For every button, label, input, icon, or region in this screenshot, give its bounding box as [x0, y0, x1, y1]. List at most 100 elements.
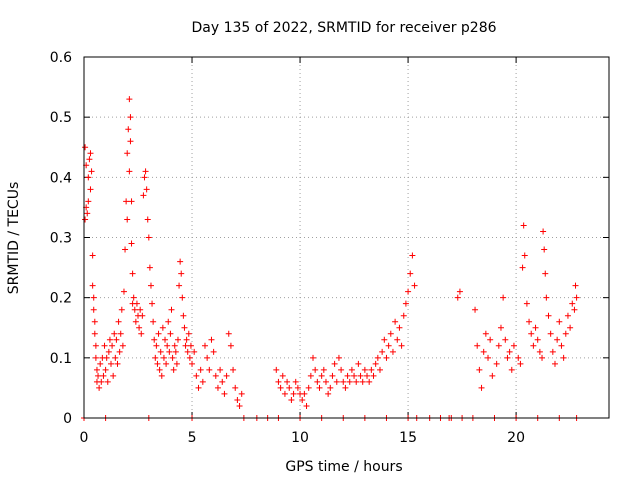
data-point	[532, 324, 539, 331]
data-point	[113, 336, 120, 343]
data-point	[366, 378, 373, 385]
data-point	[147, 282, 154, 289]
data-point	[157, 348, 164, 355]
x-axis-label: GPS time / hours	[285, 459, 402, 475]
data-point	[164, 342, 171, 349]
data-point	[162, 336, 169, 343]
data-point	[178, 270, 185, 277]
y-tick-label: 0.1	[50, 351, 72, 367]
data-point	[517, 360, 524, 367]
data-point	[184, 348, 191, 355]
x-tick-label: 20	[507, 430, 525, 446]
data-point	[136, 324, 143, 331]
data-point	[182, 342, 189, 349]
data-point	[530, 342, 537, 349]
data-point	[351, 372, 358, 379]
data-point	[88, 168, 95, 175]
data-point	[493, 360, 500, 367]
data-point	[227, 342, 234, 349]
data-point	[316, 384, 323, 391]
x-tick-label: 10	[291, 430, 309, 446]
data-point	[208, 336, 215, 343]
data-point	[90, 294, 97, 301]
data-point	[232, 384, 239, 391]
data-point	[106, 336, 113, 343]
grid-lines	[84, 57, 609, 418]
data-point	[290, 390, 297, 397]
data-point	[149, 300, 156, 307]
data-point	[154, 360, 161, 367]
data-point	[172, 348, 179, 355]
data-point	[221, 390, 228, 397]
data-point	[115, 318, 122, 325]
data-point	[90, 306, 97, 313]
data-point	[329, 372, 336, 379]
data-point	[392, 318, 399, 325]
data-point	[275, 378, 282, 385]
data-point	[87, 150, 94, 157]
data-point	[93, 366, 100, 373]
data-point	[152, 354, 159, 361]
data-point	[325, 390, 332, 397]
data-point	[238, 390, 245, 397]
data-point	[394, 336, 401, 343]
data-point	[506, 348, 513, 355]
data-point	[124, 216, 131, 223]
data-point	[191, 348, 198, 355]
data-point	[97, 360, 104, 367]
data-point	[572, 282, 579, 289]
data-point	[126, 168, 133, 175]
data-point	[545, 312, 552, 319]
data-point	[96, 384, 103, 391]
data-point	[109, 342, 116, 349]
data-point	[181, 324, 188, 331]
data-point	[383, 354, 390, 361]
data-point	[173, 360, 180, 367]
data-point	[89, 282, 96, 289]
data-point	[128, 198, 135, 205]
data-point	[361, 366, 368, 373]
data-point	[344, 372, 351, 379]
data-point	[116, 348, 123, 355]
data-point	[331, 360, 338, 367]
data-point	[123, 198, 130, 205]
data-point	[165, 318, 172, 325]
x-tick-label: 0	[80, 430, 89, 446]
data-point	[158, 372, 165, 379]
data-point	[150, 318, 157, 325]
y-axis-label: SRMTID / TECUs	[6, 182, 22, 295]
data-point	[551, 360, 558, 367]
data-point	[411, 282, 418, 289]
data-point	[355, 360, 362, 367]
data-point	[138, 330, 145, 337]
data-point	[140, 192, 147, 199]
data-point	[520, 222, 527, 229]
data-point	[156, 366, 163, 373]
data-point	[119, 342, 126, 349]
data-point	[236, 402, 243, 409]
data-point	[144, 216, 151, 223]
y-tick-label: 0.5	[50, 110, 72, 126]
data-point	[87, 186, 94, 193]
data-point	[534, 336, 541, 343]
data-point	[137, 306, 144, 313]
data-point	[407, 270, 414, 277]
data-point	[204, 354, 211, 361]
data-point	[176, 282, 183, 289]
data-point	[567, 324, 574, 331]
data-point	[526, 318, 533, 325]
data-point	[454, 294, 461, 301]
data-point	[219, 378, 226, 385]
data-point	[543, 294, 550, 301]
data-point	[510, 342, 517, 349]
data-point	[84, 210, 91, 217]
data-point	[409, 252, 416, 259]
data-point	[104, 378, 111, 385]
data-point	[82, 144, 89, 151]
data-point	[314, 378, 321, 385]
data-point	[398, 342, 405, 349]
data-point	[180, 312, 187, 319]
data-point	[95, 372, 102, 379]
data-point	[92, 354, 99, 361]
